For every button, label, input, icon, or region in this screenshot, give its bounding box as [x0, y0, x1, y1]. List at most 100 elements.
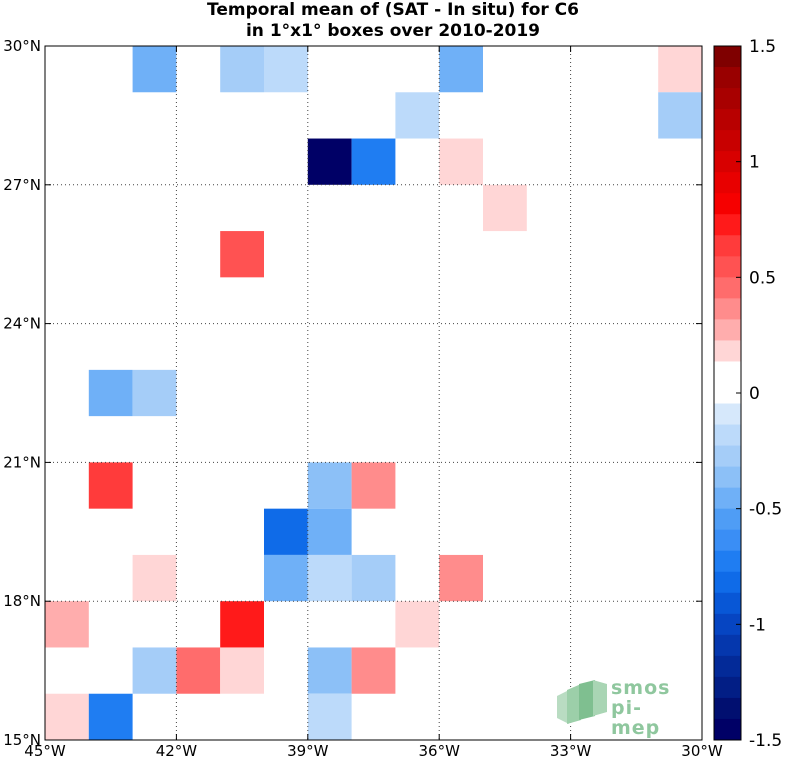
- heatmap-cell: [307, 462, 352, 509]
- colorbar-level: [714, 403, 741, 426]
- logo-text-smos: smos: [611, 677, 671, 699]
- heatmap-cell: [264, 554, 308, 602]
- y-tick-label: 15°N: [3, 731, 41, 749]
- colorbar-level: [714, 193, 741, 215]
- colorbar-level: [714, 571, 741, 594]
- colorbar-level: [714, 46, 741, 68]
- heatmap-cell: [307, 647, 352, 694]
- heatmap-cell: [132, 46, 177, 93]
- colorbar-level: [714, 298, 741, 320]
- logo-text-pi-mep: pi-mep: [611, 697, 661, 739]
- colorbar-level: [714, 340, 741, 362]
- colorbar-tick-label: 1.5: [749, 37, 776, 57]
- heatmap-cell: [88, 693, 133, 740]
- heatmap-cell: [220, 601, 264, 648]
- colorbar-tick-label: 0: [749, 384, 760, 404]
- colorbar-level: [714, 109, 741, 131]
- chart-title-line2: in 1°x1° boxes over 2010-2019: [245, 21, 541, 41]
- colorbar: 1.5 1 0.5 0 -0.5 -1 -1.5: [713, 37, 782, 751]
- chart-title-line1: Temporal mean of (SAT - In situ) for C6: [207, 0, 579, 20]
- heatmap-cells: [45, 46, 702, 740]
- heatmap-cell: [88, 462, 133, 509]
- colorbar-level: [714, 697, 741, 720]
- heatmap-cell: [439, 46, 483, 93]
- colorbar-level: [714, 277, 741, 299]
- colorbar-tick-label: 0.5: [749, 268, 776, 288]
- colorbar-level: [714, 466, 741, 489]
- y-axis: 15°N 18°N 21°N 24°N 27°N 30°N: [3, 37, 702, 749]
- x-tick-label: 30°W: [681, 742, 723, 760]
- heatmap-cell: [307, 508, 352, 555]
- colorbar-level: [714, 424, 741, 447]
- heatmap-cell: [658, 46, 702, 93]
- colorbar-level: [714, 550, 741, 573]
- heatmap-cell: [176, 647, 221, 694]
- colorbar-level: [714, 634, 741, 657]
- heatmap-cell: [307, 554, 352, 602]
- colorbar-level: [714, 592, 741, 615]
- heatmap-cell: [220, 231, 264, 278]
- heatmap-cell: [351, 647, 396, 694]
- heatmap-cell: [351, 462, 396, 509]
- colorbar-level: [714, 529, 741, 552]
- y-tick-label: 30°N: [3, 37, 41, 55]
- heatmap-cell: [307, 693, 352, 740]
- x-tick-label: 42°W: [156, 742, 198, 760]
- heatmap-cell: [88, 369, 133, 417]
- heatmap-cell: [395, 601, 440, 648]
- heatmap-cell: [483, 184, 527, 232]
- x-tick-label: 33°W: [550, 742, 592, 760]
- colorbar-level: [714, 676, 741, 699]
- y-tick-label: 27°N: [3, 176, 41, 194]
- heatmap-cell: [395, 92, 440, 139]
- colorbar-level: [714, 382, 741, 405]
- colorbar-level: [714, 718, 741, 741]
- logo-icon: [557, 680, 607, 724]
- x-axis: 45°W 42°W 39°W 36°W 33°W 30°W: [24, 46, 723, 760]
- colorbar-level: [714, 508, 741, 531]
- smos-pi-mep-logo: smos pi-mep: [555, 677, 685, 738]
- heatmap-cell: [132, 369, 177, 417]
- colorbar-level: [714, 613, 741, 636]
- colorbar-tick-label: -1: [749, 615, 766, 635]
- colorbar-level: [714, 235, 741, 257]
- x-tick-label: 39°W: [287, 742, 329, 760]
- heatmap-cell: [220, 647, 264, 694]
- colorbar-level: [714, 130, 741, 152]
- colorbar-tick-label: -1.5: [749, 731, 782, 751]
- x-tick-label: 45°W: [24, 742, 66, 760]
- colorbar-level: [714, 256, 741, 278]
- y-tick-label: 21°N: [3, 453, 41, 471]
- heatmap-cell: [132, 554, 177, 602]
- heatmap-cell: [132, 647, 177, 694]
- plot-frame: [44, 45, 703, 741]
- grid-lines: [45, 46, 702, 740]
- heatmap-cell: [439, 554, 483, 602]
- colorbar-level: [714, 88, 741, 110]
- heatmap-cell: [264, 508, 308, 555]
- x-tick-label: 36°W: [418, 742, 460, 760]
- chart-title: Temporal mean of (SAT - In situ) for C6 …: [0, 0, 786, 42]
- heatmap-cell: [307, 138, 352, 185]
- colorbar-level: [714, 487, 741, 510]
- heatmap-cell: [45, 693, 89, 740]
- colorbar-tick-label: 1: [749, 153, 760, 173]
- heatmap-cell: [220, 46, 264, 93]
- y-tick-label: 24°N: [3, 315, 41, 333]
- colorbar-level: [714, 361, 741, 383]
- colorbar-level: [714, 151, 741, 173]
- heatmap-cell: [658, 92, 702, 139]
- colorbar-level: [714, 319, 741, 341]
- colorbar-level: [714, 445, 741, 468]
- colorbar-tick-label: -0.5: [749, 500, 782, 520]
- colorbar-level: [714, 172, 741, 194]
- heatmap-cell: [351, 554, 396, 602]
- colorbar-level: [714, 214, 741, 236]
- colorbar-level: [714, 67, 741, 89]
- heatmap-cell: [264, 46, 308, 93]
- heatmap-cell: [351, 138, 396, 185]
- heatmap-cell: [45, 601, 89, 648]
- colorbar-level: [714, 655, 741, 678]
- y-tick-label: 18°N: [3, 592, 41, 610]
